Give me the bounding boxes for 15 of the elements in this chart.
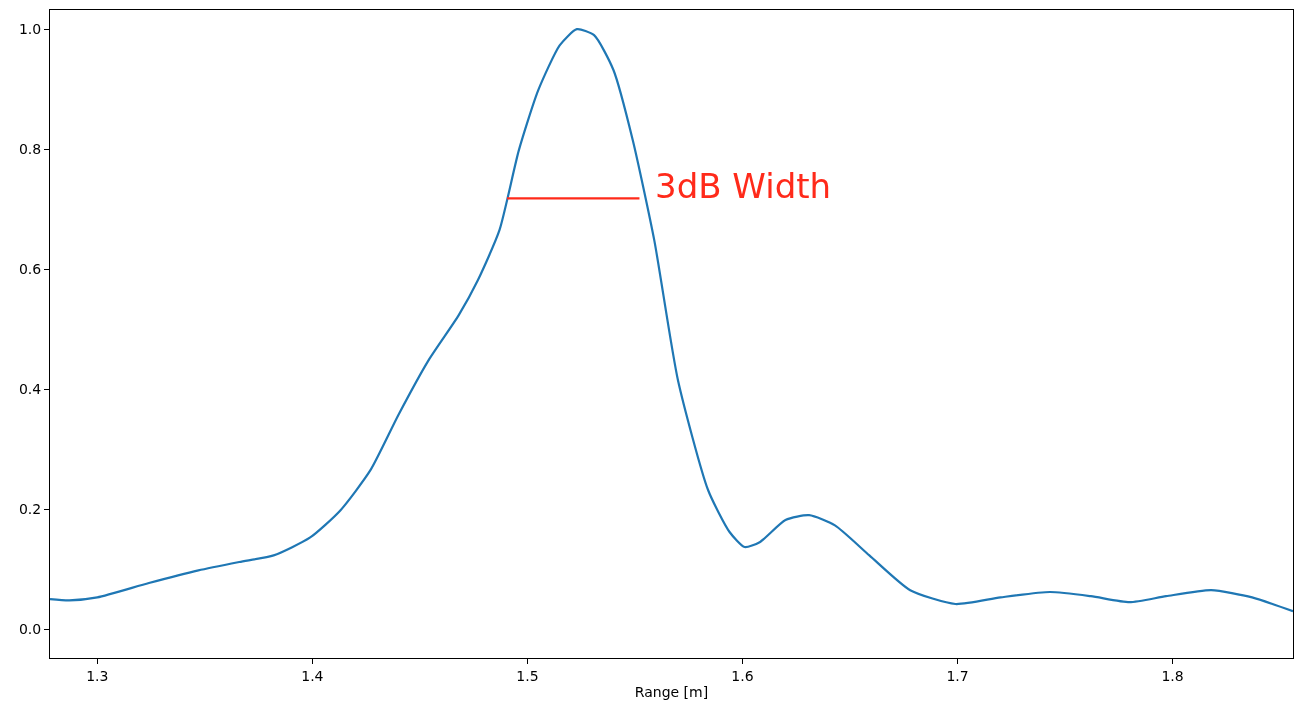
x-tick-label: 1.4 [301,667,324,684]
line-series [50,28,1293,613]
y-tick-label: 0.6 [18,261,42,278]
x-tick-label: 1.3 [86,667,109,684]
y-tick-label: 0.4 [18,381,42,398]
x-tick-label: 1.5 [516,667,539,684]
x-tick-label: 1.6 [731,667,754,684]
y-tick-label: 1.0 [18,21,42,38]
x-axis-title: Range [m] [634,684,709,701]
y-tick-label: 0.8 [18,141,42,158]
x-tick-label: 1.8 [1161,667,1184,684]
y-tick-label: 0.2 [18,501,42,518]
y-tick-label: 0.0 [18,621,42,638]
x-tick-label: 1.7 [946,667,969,684]
series-label: 3dB Width [655,166,832,206]
